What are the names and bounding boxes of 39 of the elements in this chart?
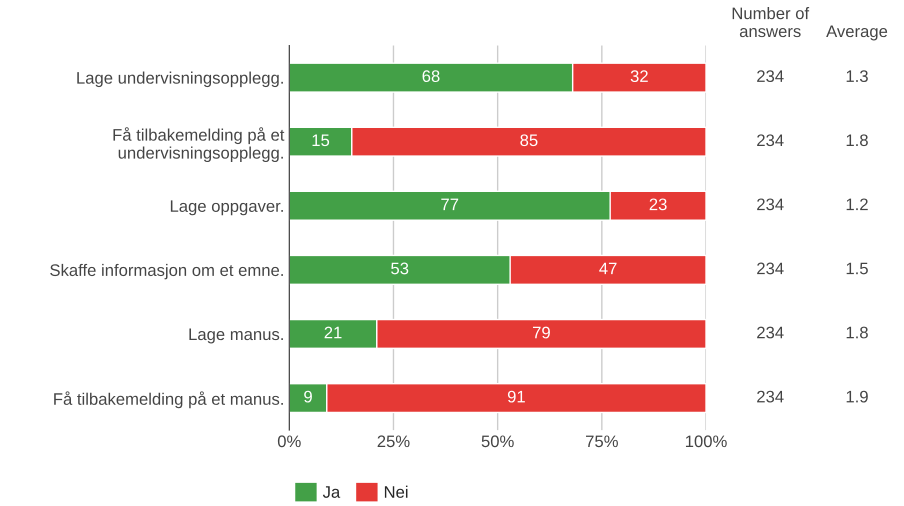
text: 1.8 bbox=[846, 326, 868, 338]
y-tick-label: Lage manus. bbox=[189, 328, 283, 344]
data-label: 9 bbox=[304, 390, 312, 403]
data-label: 68 bbox=[422, 70, 440, 82]
text: Number of answers bbox=[732, 6, 810, 38]
data-label: 77 bbox=[441, 198, 458, 210]
text: 1.2 bbox=[846, 198, 868, 210]
data-label: 85 bbox=[520, 134, 538, 146]
data-label: 21 bbox=[324, 326, 342, 338]
text: 234 bbox=[757, 326, 784, 338]
text: 234 bbox=[757, 198, 784, 210]
x-tick-label: 75% bbox=[586, 435, 618, 448]
text: 234 bbox=[757, 70, 784, 82]
y-tick-label: Få tilbakemelding på et manus. bbox=[54, 391, 283, 408]
data-label: 23 bbox=[650, 198, 667, 210]
y-tick-label: Få tilbakemelding på et undervisningsopplegg. bbox=[113, 127, 284, 162]
data-label: 79 bbox=[532, 326, 550, 338]
text: 1.3 bbox=[846, 70, 868, 82]
y-tick-label: Skaffe informasjon om et emne. bbox=[50, 264, 283, 280]
text: 234 bbox=[757, 390, 784, 403]
x-tick-label: 25% bbox=[378, 435, 410, 448]
data-label: 53 bbox=[391, 262, 408, 274]
data-label: 47 bbox=[599, 262, 617, 274]
legend-label: Nei bbox=[384, 486, 408, 498]
text: 1.5 bbox=[846, 262, 868, 274]
x-tick-label: 0% bbox=[278, 435, 301, 448]
text: 1.8 bbox=[846, 134, 868, 146]
legend-label: Ja bbox=[322, 486, 340, 498]
text: 1.9 bbox=[846, 390, 868, 403]
x-tick-label: 50% bbox=[482, 435, 514, 448]
y-tick-label: Lage oppgaver. bbox=[170, 200, 283, 216]
text: Average bbox=[826, 26, 888, 40]
data-label: 32 bbox=[630, 70, 648, 82]
text: 234 bbox=[757, 262, 784, 274]
data-label: 15 bbox=[312, 134, 330, 146]
text: 234 bbox=[757, 134, 784, 146]
data-label: 91 bbox=[508, 390, 525, 403]
x-tick-label: 100% bbox=[686, 435, 727, 448]
y-tick-label: Lage undervisningsopplegg. bbox=[77, 72, 283, 88]
